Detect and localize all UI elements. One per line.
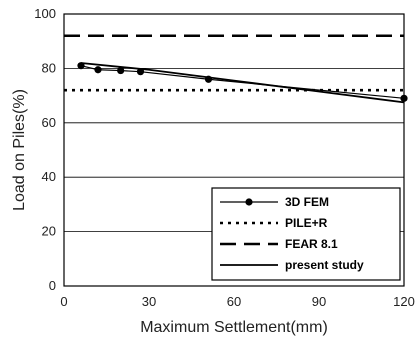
legend-label: PILE+R <box>285 216 328 230</box>
tick-labels: 0 20 40 60 80 100 0 30 60 90 120 <box>34 6 415 309</box>
y-tick-label: 0 <box>49 278 56 293</box>
x-tick-label: 90 <box>312 294 326 309</box>
series-line-3 <box>80 62 405 104</box>
legend-label: FEAR 8.1 <box>285 237 338 251</box>
x-tick-label: 30 <box>142 294 156 309</box>
y-tick-label: 20 <box>42 224 56 239</box>
legend-label: present study <box>285 258 364 272</box>
x-tick-label: 60 <box>227 294 241 309</box>
plot-frame <box>63 13 405 287</box>
y-tick-label: 80 <box>42 60 56 75</box>
y-tick-label: 60 <box>42 115 56 130</box>
series-point <box>117 66 125 75</box>
x-tick-label: 120 <box>393 294 415 309</box>
x-tick-label: 0 <box>60 294 67 309</box>
series-layer <box>64 34 408 104</box>
legend-label: 3D FEM <box>285 195 329 209</box>
series-point <box>94 66 102 74</box>
y-axis-label: Load on Piles(%) <box>11 89 28 211</box>
y-tick-label: 40 <box>42 169 56 184</box>
legend: 3D FEM PILE+R FEAR 8.1 present study <box>211 187 401 281</box>
legend-marker <box>245 198 253 206</box>
x-axis-label: Maximum Settlement(mm) <box>140 319 328 336</box>
y-tick-label: 100 <box>34 6 56 21</box>
